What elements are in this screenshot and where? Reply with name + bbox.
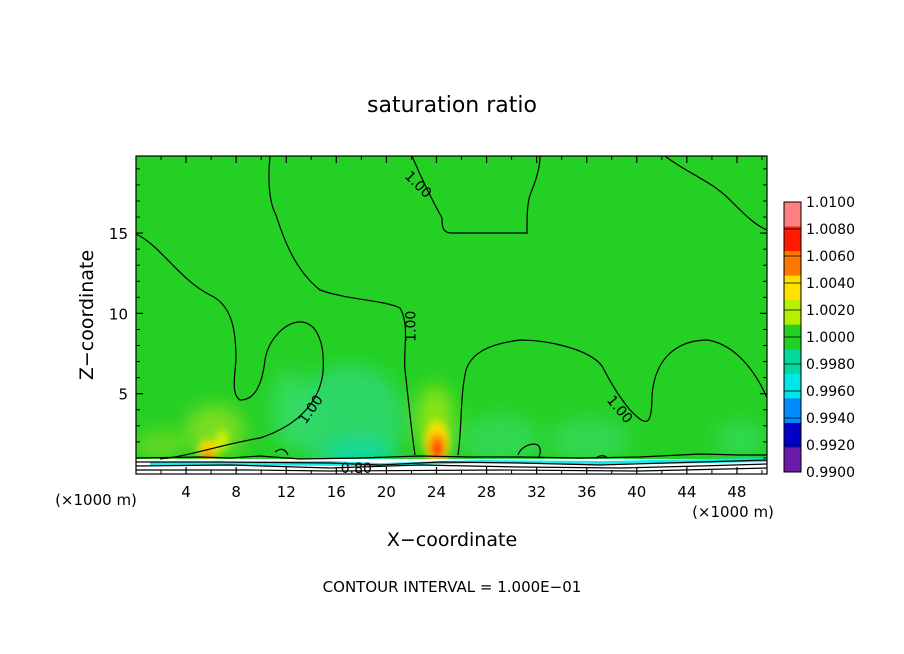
colorbar-swatch <box>784 226 801 252</box>
x-tick-label: 12 <box>277 483 296 501</box>
contour-line <box>411 156 541 234</box>
x-axis-label: X−coordinate <box>387 529 517 551</box>
colorbar-swatch <box>784 251 801 277</box>
contour-line <box>268 156 416 456</box>
x-tick-label: 44 <box>677 483 696 501</box>
x-tick-label: 40 <box>627 483 646 501</box>
contour-line <box>136 467 767 472</box>
colorbar-swatch <box>784 398 801 424</box>
contour-line <box>136 453 767 460</box>
field-patch <box>185 405 245 455</box>
colorbar-label: 0.9900 <box>806 465 855 481</box>
colorbar-label: 0.9980 <box>806 357 855 373</box>
chart-title: saturation ratio <box>367 93 537 118</box>
y-axis-label: Z−coordinate <box>76 250 98 380</box>
x-tick-label: 4 <box>181 483 191 501</box>
y-tick-label: 15 <box>109 225 128 243</box>
contour-line <box>136 233 324 460</box>
x-tick-label: 16 <box>327 483 346 501</box>
colorbar-swatch <box>784 300 801 326</box>
contour-line <box>274 448 289 456</box>
field-patch <box>460 415 540 465</box>
x-tick-label: 28 <box>477 483 496 501</box>
colorbar-swatch <box>784 275 801 301</box>
colorbar-label: 0.9940 <box>806 411 855 427</box>
contour-label: 0.80 <box>341 461 372 477</box>
field-patch <box>136 430 185 460</box>
colorbar-label: 1.0040 <box>806 276 855 292</box>
contour-lines <box>136 156 767 472</box>
colorbar-swatch <box>784 202 801 228</box>
colorbar-label: 1.0080 <box>806 222 855 238</box>
x-tick-label: 20 <box>377 483 396 501</box>
colorbar-swatch <box>784 422 801 448</box>
colorbar-label: 0.9920 <box>806 438 855 454</box>
colorbar-label: 0.9960 <box>806 384 855 400</box>
x-tick-label: 36 <box>577 483 596 501</box>
colorbar-swatch <box>784 349 801 375</box>
x-tick-label: 32 <box>527 483 546 501</box>
x-unit-right: (×1000 m) <box>692 503 774 521</box>
contour-line <box>457 339 767 456</box>
colorbar-label: 1.0100 <box>806 195 855 211</box>
colorbar: 1.0100 1.0080 1.0060 1.0040 1.0020 1.0000 0.99… <box>783 195 855 481</box>
field-patch <box>715 422 765 458</box>
colorbar-label: 1.0060 <box>806 249 855 265</box>
x-tick-label: 24 <box>427 483 446 501</box>
contour-label: 1.00 <box>403 311 419 342</box>
y-tick-label: 10 <box>109 305 128 323</box>
colorbar-swatch <box>784 373 801 399</box>
y-axis: 5 10 15 <box>109 168 767 459</box>
x-tick-label: 8 <box>231 483 241 501</box>
contour-line <box>136 463 767 469</box>
contour-line <box>517 443 541 459</box>
field-peak <box>432 443 442 459</box>
field-patch <box>550 418 630 462</box>
colorbar-label: 1.0000 <box>806 330 855 346</box>
plot-frame <box>135 155 768 475</box>
y-tick-label: 5 <box>118 386 128 404</box>
colorbar-swatch <box>784 447 801 473</box>
x-axis: 4 8 12 16 20 24 28 32 36 40 44 48 <box>160 156 763 501</box>
x-unit-left: (×1000 m) <box>55 491 137 509</box>
colorbar-label: 1.0020 <box>806 303 855 319</box>
contour-line <box>136 459 767 466</box>
contour-line <box>664 156 767 231</box>
x-tick-label: 48 <box>727 483 746 501</box>
contour-interval-note: CONTOUR INTERVAL = 1.000E−01 <box>323 578 582 596</box>
